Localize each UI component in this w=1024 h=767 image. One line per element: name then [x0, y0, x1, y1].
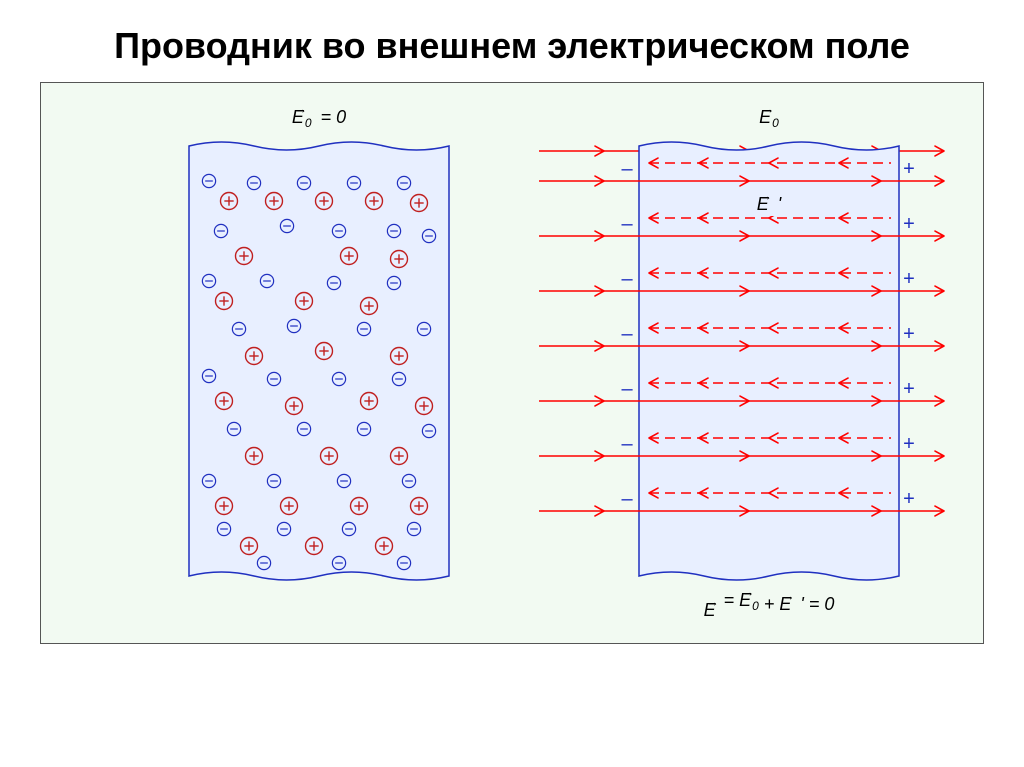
left-formula-label: E→0 = 0 [292, 102, 346, 130]
plus-sign: + [903, 323, 915, 345]
right-bottom-formula: E→ = E→0 + E→ ' = 0 [704, 585, 835, 620]
plus-sign: + [903, 378, 915, 400]
minus-sign: – [621, 268, 633, 290]
diagram-svg: E→0 = 0–+–+–+–+–+–+–+E→0E→ 'E→ = E→0 + E… [49, 91, 969, 635]
minus-sign: – [621, 433, 633, 455]
plus-sign: + [903, 433, 915, 455]
minus-sign: – [621, 158, 633, 180]
plus-sign: + [903, 488, 915, 510]
plus-sign: + [903, 213, 915, 235]
plus-sign: + [903, 158, 915, 180]
minus-sign: – [621, 213, 633, 235]
minus-sign: – [621, 488, 633, 510]
page-title: Проводник во внешнем электрическом поле [0, 0, 1024, 82]
minus-sign: – [621, 323, 633, 345]
minus-sign: – [621, 378, 633, 400]
plus-sign: + [903, 268, 915, 290]
diagram-frame: E→0 = 0–+–+–+–+–+–+–+E→0E→ 'E→ = E→0 + E… [40, 82, 984, 644]
right-top-label: E→0 [759, 102, 779, 130]
